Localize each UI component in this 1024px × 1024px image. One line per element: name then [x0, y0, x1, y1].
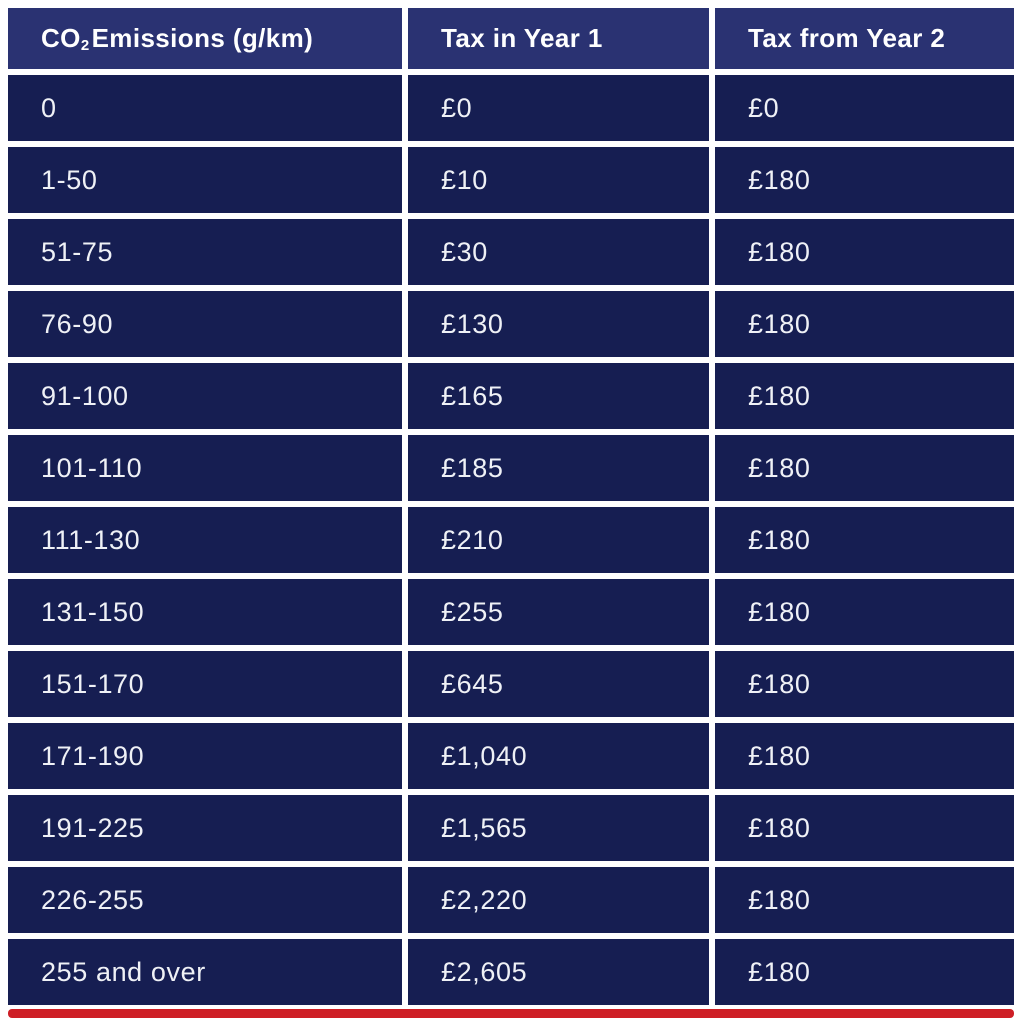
cell-co2-range: 255 and over — [8, 939, 402, 1005]
cell-tax-year2: £180 — [715, 579, 1014, 645]
cell-tax-year1: £255 — [408, 579, 709, 645]
cell-tax-year1: £130 — [408, 291, 709, 357]
cell-tax-year1: £1,040 — [408, 723, 709, 789]
cell-co2-range: 171-190 — [8, 723, 402, 789]
cell-tax-year2: £180 — [715, 435, 1014, 501]
cell-co2-range: 151-170 — [8, 651, 402, 717]
header-tax-year1: Tax in Year 1 — [408, 8, 709, 69]
cell-co2-range: 226-255 — [8, 867, 402, 933]
cell-co2-range: 111-130 — [8, 507, 402, 573]
vehicle-tax-table: CO 2 Emissions (g/km) Tax in Year 1 Tax f… — [8, 8, 1014, 1005]
cell-co2-range: 51-75 — [8, 219, 402, 285]
cell-tax-year2: £180 — [715, 723, 1014, 789]
cell-co2-range: 0 — [8, 75, 402, 141]
cell-tax-year2: £180 — [715, 867, 1014, 933]
cell-tax-year1: £1,565 — [408, 795, 709, 861]
header-tax-year2: Tax from Year 2 — [715, 8, 1014, 69]
cell-tax-year1: £210 — [408, 507, 709, 573]
cell-tax-year1: £0 — [408, 75, 709, 141]
cell-tax-year2: £180 — [715, 291, 1014, 357]
cell-tax-year2: £180 — [715, 651, 1014, 717]
red-accent-divider — [8, 1009, 1014, 1018]
cell-co2-range: 91-100 — [8, 363, 402, 429]
cell-co2-range: 191-225 — [8, 795, 402, 861]
cell-tax-year2: £180 — [715, 219, 1014, 285]
co2-label-prefix: CO — [41, 23, 81, 53]
cell-tax-year2: £180 — [715, 939, 1014, 1005]
cell-tax-year2: £180 — [715, 363, 1014, 429]
cell-tax-year1: £645 — [408, 651, 709, 717]
cell-tax-year1: £30 — [408, 219, 709, 285]
cell-co2-range: 76-90 — [8, 291, 402, 357]
header-co2-emissions: CO 2 Emissions (g/km) — [8, 8, 402, 69]
cell-tax-year2: £180 — [715, 795, 1014, 861]
cell-tax-year2: £180 — [715, 147, 1014, 213]
cell-tax-year1: £2,220 — [408, 867, 709, 933]
cell-co2-range: 131-150 — [8, 579, 402, 645]
cell-tax-year2: £0 — [715, 75, 1014, 141]
co2-label-suffix: Emissions (g/km) — [91, 23, 314, 53]
cell-co2-range: 101-110 — [8, 435, 402, 501]
cell-tax-year1: £10 — [408, 147, 709, 213]
cell-tax-year1: £2,605 — [408, 939, 709, 1005]
cell-co2-range: 1-50 — [8, 147, 402, 213]
cell-tax-year1: £185 — [408, 435, 709, 501]
cell-tax-year1: £165 — [408, 363, 709, 429]
cell-tax-year2: £180 — [715, 507, 1014, 573]
